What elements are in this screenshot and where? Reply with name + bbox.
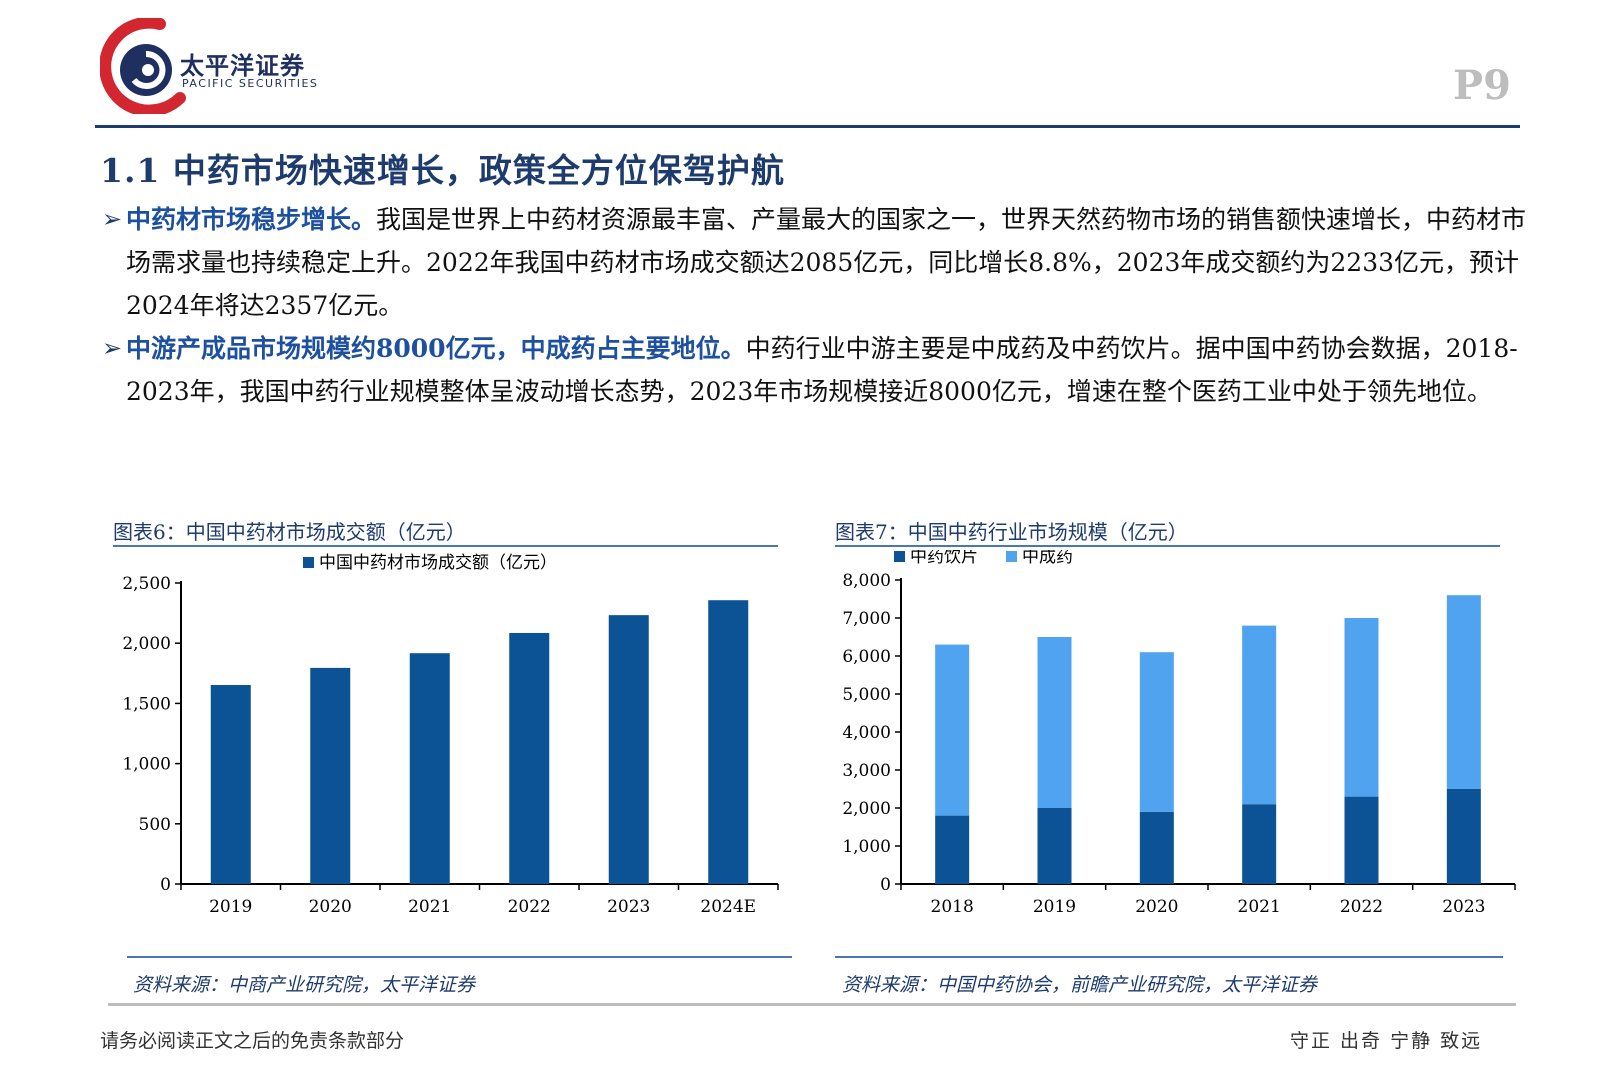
x-tick-label: 2019 <box>209 897 252 917</box>
company-logo <box>100 18 186 114</box>
bar <box>608 615 649 884</box>
paragraph-lead: 中药材市场稳步增长。 <box>126 205 377 234</box>
figure-6-source: 资料来源：中商产业研究院，太平洋证券 <box>133 974 476 996</box>
figure-7-top-rule <box>835 545 1500 547</box>
disclaimer-text: 请务必阅读正文之后的免责条款部分 <box>100 1030 405 1052</box>
figure-6-bottom-rule <box>127 956 792 958</box>
section-title: 1.1 中药市场快速增长，政策全方位保驾护航 <box>100 151 785 190</box>
x-tick-label: 2023 <box>607 897 650 917</box>
bar <box>1037 808 1072 884</box>
legend-swatch <box>303 557 314 568</box>
x-tick-label: 2021 <box>1238 897 1281 917</box>
x-tick-label: 2019 <box>1033 897 1076 917</box>
bullet-arrow-icon: ➢ <box>102 205 123 233</box>
y-tick-label: 2,000 <box>842 799 891 819</box>
y-tick-label: 7,000 <box>842 609 891 629</box>
figure-7-bottom-rule <box>835 956 1503 958</box>
page-number: P9 <box>1453 62 1511 109</box>
bar <box>1344 796 1379 884</box>
bar <box>409 653 450 884</box>
y-tick-label: 3,000 <box>842 761 891 781</box>
bar <box>1139 811 1174 884</box>
y-tick-label: 8,000 <box>842 571 891 591</box>
bar <box>1446 789 1481 884</box>
x-tick-label: 2021 <box>408 897 451 917</box>
bullet-paragraph: ➢ 中游产成品市场规模约8000亿元，中成药占主要地位。中药行业中游主要是中成药… <box>102 327 1532 413</box>
chart-herb-market-turnover: 0 500 1,000 1,500 2,000 2,500 2019 2020 2021 2022… <box>122 553 779 917</box>
bullet-paragraph: ➢ 中药材市场稳步增长。我国是世界上中药材资源最丰富、产量最大的国家之一，世界天… <box>102 198 1532 327</box>
legend-label: 中成药 <box>1022 550 1073 567</box>
paragraph-lead: 中游产成品市场规模约8000亿元，中成药占主要地位。 <box>126 334 746 363</box>
y-tick-label: 1,000 <box>842 837 891 857</box>
y-tick-label: 6,000 <box>842 647 891 667</box>
figure-7-title: 图表7：中国中药行业市场规模（亿元） <box>835 520 1188 544</box>
bar <box>708 600 749 884</box>
bullet-arrow-icon: ➢ <box>102 334 123 362</box>
y-tick-label: 500 <box>139 815 171 835</box>
legend-label: 中国中药材市场成交额（亿元） <box>319 553 557 573</box>
y-tick-label: 1,500 <box>122 694 171 714</box>
y-tick-label: 1,000 <box>122 755 171 775</box>
header-divider <box>95 125 1520 128</box>
y-tick-label: 0 <box>160 875 171 895</box>
brand-name-en: PACIFIC SECURITIES <box>182 77 319 90</box>
paragraph-text: 中药行业中游主要是中成药及中药饮片。据中国中药协会数据，2018-2023年，我… <box>126 334 1518 406</box>
bar <box>1242 804 1277 884</box>
chart-tcm-industry-size: 0 1,000 2,000 3,000 4,000 5,000 6,000 7,000 8,00… <box>842 550 1516 917</box>
y-tick-label: 0 <box>880 875 891 895</box>
x-tick-label: 2022 <box>508 897 551 917</box>
brand-name-cn: 太平洋证券 <box>180 52 305 80</box>
bar <box>1139 652 1174 812</box>
figure-6-title: 图表6：中国中药材市场成交额（亿元） <box>113 520 466 544</box>
y-tick-label: 2,000 <box>122 634 171 654</box>
y-tick-label: 2,500 <box>122 574 171 594</box>
x-tick-label: 2023 <box>1442 897 1485 917</box>
paragraph-text: 我国是世界上中药材资源最丰富、产量最大的国家之一，世界天然药物市场的销售额快速增… <box>126 205 1527 320</box>
bar <box>935 815 970 884</box>
legend-swatch <box>1006 551 1017 562</box>
legend-label: 中药饮片 <box>910 550 978 567</box>
x-tick-label: 2018 <box>931 897 974 917</box>
bar <box>310 667 351 884</box>
bar <box>935 644 970 816</box>
x-tick-label: 2022 <box>1340 897 1383 917</box>
x-tick-label: 2020 <box>1135 897 1178 917</box>
figure-6-top-rule <box>113 545 778 547</box>
bar <box>1446 595 1481 789</box>
bar <box>1344 618 1379 797</box>
y-tick-label: 4,000 <box>842 723 891 743</box>
bar <box>1242 625 1277 805</box>
bar <box>210 684 251 884</box>
y-tick-label: 5,000 <box>842 685 891 705</box>
figure-7-source: 资料来源：中国中药协会，前瞻产业研究院，太平洋证券 <box>842 974 1318 996</box>
company-motto: 守正 出奇 宁静 致远 <box>1290 1030 1483 1052</box>
bar <box>1037 637 1072 808</box>
legend-swatch <box>894 551 905 562</box>
x-tick-label: 2020 <box>309 897 352 917</box>
bar <box>509 632 550 884</box>
footer-divider <box>108 1003 1516 1006</box>
x-tick-label: 2024E <box>700 897 756 917</box>
